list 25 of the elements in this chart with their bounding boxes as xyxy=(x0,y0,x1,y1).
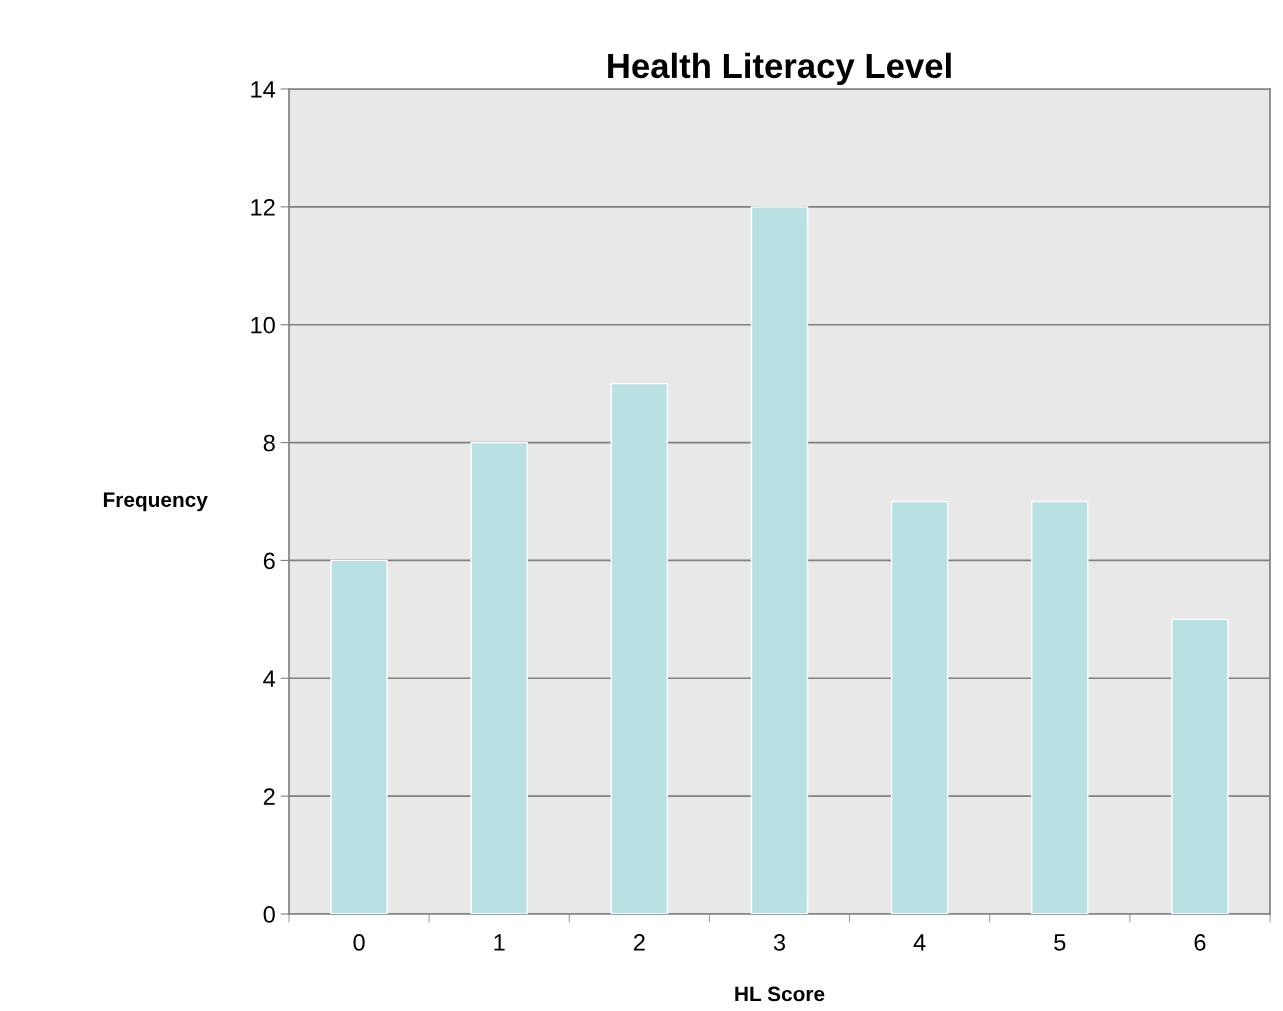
y-tick-label: 2 xyxy=(263,788,275,805)
y-tick-label: 10 xyxy=(251,316,275,334)
x-tick-label: 3 xyxy=(773,934,786,951)
bar xyxy=(470,441,528,914)
x-tick-label: 1 xyxy=(494,934,505,951)
bar xyxy=(890,500,949,914)
x-tick-label: 2 xyxy=(633,934,645,951)
x-tick-label: 4 xyxy=(913,934,926,951)
y-axis-title: Frequency xyxy=(103,492,208,512)
x-tick-label: 5 xyxy=(1054,934,1066,951)
bar xyxy=(1171,618,1229,914)
y-tick-label: 4 xyxy=(263,670,276,687)
bar xyxy=(610,382,669,914)
bar xyxy=(1031,500,1089,914)
y-tick-label: 6 xyxy=(263,552,275,570)
y-tick-label: 8 xyxy=(263,434,275,452)
bar xyxy=(750,206,809,914)
x-tick-label: 6 xyxy=(1194,934,1206,951)
y-tick-label: 14 xyxy=(251,81,276,98)
bar xyxy=(330,559,388,914)
chart-title: Health Literacy Level xyxy=(608,52,951,86)
x-tick-label: 0 xyxy=(353,934,365,951)
y-tick-label: 12 xyxy=(251,198,275,216)
x-axis-title: HL Score xyxy=(735,986,825,1002)
y-tick-label: 0 xyxy=(263,906,275,923)
